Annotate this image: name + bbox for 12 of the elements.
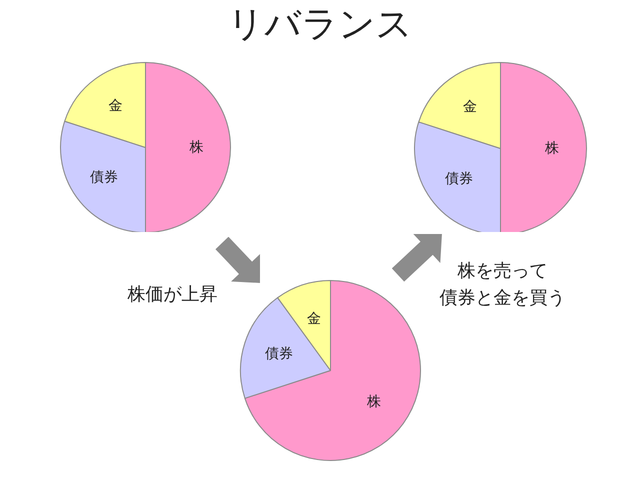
slice-label: 金 — [306, 311, 321, 328]
text: 株を売って債券と金を買う — [440, 260, 566, 308]
slice-label: 債券 — [265, 346, 294, 362]
slice-label: 金 — [108, 98, 123, 114]
text: リバランス — [226, 3, 414, 47]
slice-label: 金 — [463, 98, 478, 115]
text: 株価が上昇 — [126, 284, 218, 305]
slice-label: 株 — [188, 140, 204, 156]
slice-label: 債券 — [444, 170, 473, 187]
slice-label: 株 — [366, 394, 382, 410]
slice-label: 株 — [544, 140, 560, 156]
slice-label: 債券 — [90, 169, 118, 186]
